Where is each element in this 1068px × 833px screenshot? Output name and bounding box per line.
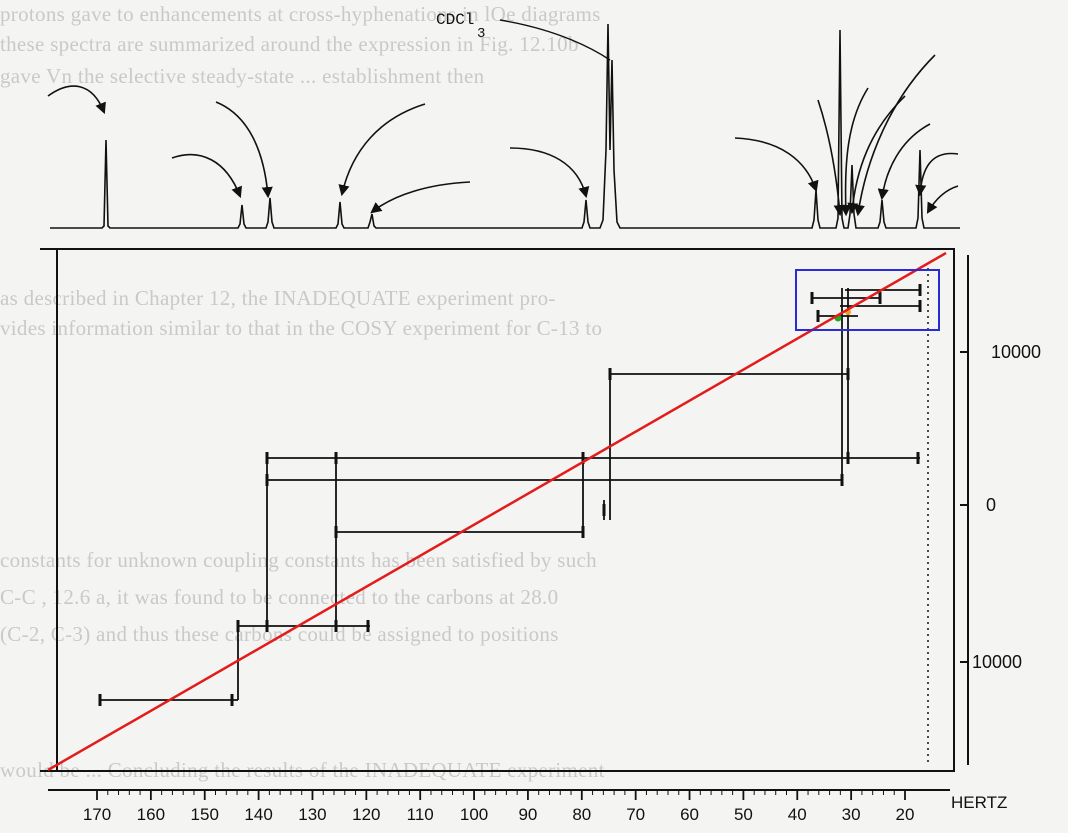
peak-arrow <box>499 19 611 61</box>
peak-arrow <box>509 147 590 199</box>
right-tick-label: 0 <box>986 495 996 515</box>
peak-arrow <box>853 54 936 217</box>
x-tick-label: 100 <box>460 805 488 824</box>
x-tick-label: 20 <box>896 805 915 824</box>
ghost-text-line: vides information similar to that in the… <box>0 316 603 340</box>
ghost-text-line: C-C , 12.6 a, it was found to be connect… <box>0 585 559 609</box>
right-tick-label: 10000 <box>972 652 1022 672</box>
hertz-axis: 170 160 150 140 130 120 110 100 90 80 70 60 50 40 30 20 <box>48 789 950 824</box>
ghost-text-line: as described in Chapter 12, the INADEQUA… <box>0 286 556 310</box>
peak-arrow <box>734 137 819 193</box>
peak-arrow <box>877 123 931 201</box>
x-tick-label: 140 <box>244 805 272 824</box>
x-tick-label: 30 <box>842 805 861 824</box>
peak-arrow <box>215 101 273 199</box>
peak-arrow <box>915 152 959 197</box>
peak-arrow <box>840 87 869 217</box>
peak-arrow <box>817 99 845 217</box>
peak-arrow <box>171 153 242 199</box>
ghost-text-line: these spectra are summarized around the … <box>0 32 579 56</box>
peak-arrow <box>370 181 471 214</box>
ghost-text-line: gave Vn the selective steady-state ... e… <box>0 64 485 88</box>
x-tick-label: 40 <box>788 805 807 824</box>
ghost-text-line: constants for unknown coupling constants… <box>0 548 597 572</box>
x-tick-label: 160 <box>137 805 165 824</box>
diagonal-line <box>47 251 947 772</box>
cross-peak-markers <box>98 284 922 706</box>
x-tick-label: 110 <box>407 805 434 824</box>
solvent-subscript: 3 <box>477 26 485 42</box>
x-tick-label: 90 <box>518 805 537 824</box>
x-tick-label: 60 <box>680 805 699 824</box>
x-tick-label: 130 <box>298 805 326 824</box>
x-tick-label: 150 <box>191 805 219 824</box>
connectivity-pattern <box>100 288 920 701</box>
x-tick-label: 120 <box>352 805 380 824</box>
spectrum-trace <box>50 23 960 229</box>
right-axis-ticks: 10000 0 10000 <box>960 342 1041 672</box>
carbon-1d-spectrum: CDCl 3 <box>47 11 960 229</box>
x-tick-label: 80 <box>572 805 591 824</box>
peak-arrow <box>926 185 959 214</box>
ghost-text-line: protons gave to enhancements at cross-hy… <box>0 2 601 26</box>
x-tick-label: 50 <box>734 805 753 824</box>
peak-arrow <box>47 85 106 115</box>
x-tick-label: 170 <box>83 805 111 824</box>
hertz-unit-label: HERTZ <box>951 793 1007 812</box>
right-tick-label: 10000 <box>991 342 1041 362</box>
highlight-box <box>795 269 940 331</box>
peak-arrow <box>338 103 426 197</box>
plot-frame <box>40 248 969 772</box>
x-tick-label: 70 <box>626 805 645 824</box>
solvent-label: CDCl <box>436 11 474 29</box>
